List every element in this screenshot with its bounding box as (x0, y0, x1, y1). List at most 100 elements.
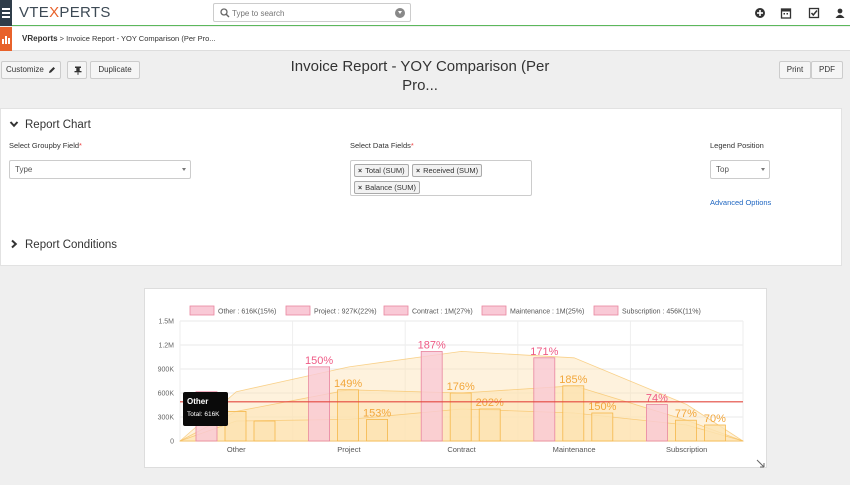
breadcrumb-separator: > (57, 34, 67, 43)
breadcrumb: VReports > Invoice Report - YOY Comparis… (22, 34, 216, 43)
legend-item: Subscription : 456K(11%) (593, 305, 701, 316)
report-chart-heading: Report Chart (25, 119, 91, 131)
brand-text-right: PERTS (59, 4, 111, 21)
breadcrumb-module[interactable]: VReports (22, 34, 58, 43)
reports-module-icon[interactable] (0, 27, 12, 51)
duplicate-button[interactable]: Duplicate (90, 61, 140, 79)
chart-bar (533, 357, 556, 442)
chart-bar (253, 420, 276, 442)
data-label: 171% (530, 346, 558, 358)
calendar-icon[interactable] (780, 7, 792, 19)
legend-label: Maintenance : 1M(25%) (510, 309, 584, 316)
report-conditions-heading: Report Conditions (25, 239, 118, 251)
x-tick-label: Maintenance (553, 445, 596, 454)
print-button[interactable]: Print (779, 61, 811, 79)
resize-handle-icon[interactable] (756, 459, 765, 468)
legend-swatch (189, 305, 215, 316)
chart-bar (366, 418, 389, 442)
search-input[interactable] (232, 7, 382, 19)
brand-text-left: VTE (19, 4, 50, 21)
resize-line (756, 459, 765, 468)
y-tick-label: 300K (158, 415, 175, 422)
chart-bar (591, 412, 614, 442)
y-tick-label: 0 (170, 439, 174, 446)
report-conditions-toggle[interactable]: Report Conditions (9, 239, 117, 251)
legend-label: Subscription : 456K(11%) (622, 309, 701, 316)
x-tick-label: Contract (447, 445, 476, 454)
breadcrumb-bar: VReports > Invoice Report - YOY Comparis… (0, 27, 850, 51)
groupby-select[interactable]: Type (9, 160, 191, 179)
brand-text-accent: X (49, 4, 60, 21)
brand-logo[interactable]: VTEXPERTS (19, 4, 111, 21)
caret-down-icon (182, 168, 186, 171)
remove-icon[interactable]: × (358, 185, 363, 192)
page-title-line1: Invoice Report - YOY Comparison (Per (290, 58, 550, 75)
groupby-label: Select Groupby Field* (9, 141, 82, 150)
groupby-value: Type (15, 165, 33, 174)
advanced-options-link[interactable]: Advanced Options (710, 198, 772, 207)
legend-position-label: Legend Position (710, 141, 764, 150)
chart-bar (308, 366, 331, 442)
breadcrumb-page: Invoice Report - YOY Comparison (Per Pro… (66, 34, 216, 43)
chart-bar (449, 392, 472, 442)
chart-bar (224, 411, 247, 442)
chart-bar (675, 419, 697, 442)
legend-item: Project : 927K(22%) (285, 305, 377, 316)
remove-icon[interactable]: × (416, 168, 421, 175)
x-tick-label: Other (227, 445, 246, 454)
customize-button[interactable]: Customize (1, 61, 61, 79)
chart-bar (337, 389, 360, 442)
global-search (213, 3, 411, 22)
data-label: 70% (704, 413, 726, 425)
data-label: 77% (675, 408, 697, 420)
x-tick-label: Subscription (666, 445, 707, 454)
data-label: 149% (334, 378, 362, 390)
chevron-right-icon (11, 239, 18, 249)
chart-tooltip: Other Total: 616K (183, 392, 228, 426)
data-label: 74% (646, 393, 668, 405)
page-title-line2: Pro... (402, 77, 438, 94)
legend-item: Maintenance : 1M(25%) (481, 305, 584, 316)
data-label: 185% (559, 374, 587, 386)
legend-item: Other : 616K(15%) (189, 305, 276, 316)
pin-icon (74, 66, 82, 75)
y-tick-label: 1.2M (158, 343, 174, 350)
legend-swatch (285, 305, 311, 316)
legend-swatch (481, 305, 507, 316)
report-chart[interactable]: Other : 616K(15%) Project : 927K(22%) Cont… (145, 289, 768, 469)
data-label: 202% (476, 397, 504, 409)
field-tag[interactable]: × Received (SUM) (412, 164, 483, 177)
legend-label: Other : 616K(15%) (218, 309, 276, 316)
pdf-button[interactable]: PDF (811, 61, 843, 79)
y-tick-label: 1.5M (158, 319, 174, 326)
pin-button[interactable] (67, 61, 87, 79)
data-label: 150% (588, 401, 616, 413)
data-fields-multiselect[interactable]: × Total (SUM) × Received (SUM) × Balance (S… (350, 160, 532, 196)
plus-circle-icon[interactable] (754, 7, 766, 19)
chart-bar (420, 351, 443, 442)
pencil-icon (49, 67, 55, 73)
search-icon (220, 8, 230, 18)
data-fields-label: Select Data Fields* (350, 141, 414, 150)
chevron-down-icon (9, 121, 19, 128)
chart-bar (562, 385, 585, 442)
chart-bar (478, 408, 501, 442)
y-tick-label: 600K (158, 391, 175, 398)
remove-icon[interactable]: × (358, 168, 363, 175)
chart-bar (704, 424, 726, 442)
legend-position-value: Top (716, 165, 729, 174)
field-tag[interactable]: × Balance (SUM) (354, 181, 420, 194)
report-chart-toggle[interactable]: Report Chart (9, 119, 91, 131)
chart-card: Other : 616K(15%) Project : 927K(22%) Cont… (144, 288, 767, 468)
legend-label: Contract : 1M(27%) (412, 309, 473, 316)
field-tag[interactable]: × Total (SUM) (354, 164, 409, 177)
tasks-icon[interactable] (808, 7, 820, 19)
search-options-icon[interactable] (395, 8, 405, 18)
legend-item: Contract : 1M(27%) (383, 305, 473, 316)
menu-icon[interactable] (0, 0, 12, 26)
user-icon[interactable] (834, 7, 846, 19)
legend-position-select[interactable]: Top (710, 160, 770, 179)
customize-label: Customize (6, 65, 44, 74)
data-label: 187% (418, 339, 446, 351)
caret-down-icon (761, 168, 765, 171)
